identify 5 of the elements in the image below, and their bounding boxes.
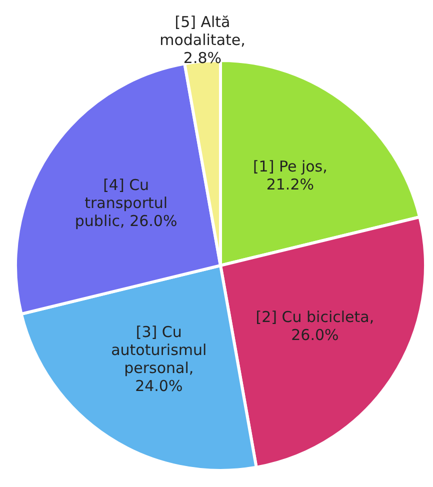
slice-label: [5] Altă modalitate, 2.8% [160, 13, 246, 68]
slice-label: [4] Cu transportul public, 26.0% [74, 176, 178, 230]
slice-label: [1] Pe jos, 21.2% [252, 158, 328, 194]
slice-label: [2] Cu bicicleta, 26.0% [256, 308, 374, 344]
slice-label: [3] Cu autoturismul personal, 24.0% [111, 322, 207, 395]
